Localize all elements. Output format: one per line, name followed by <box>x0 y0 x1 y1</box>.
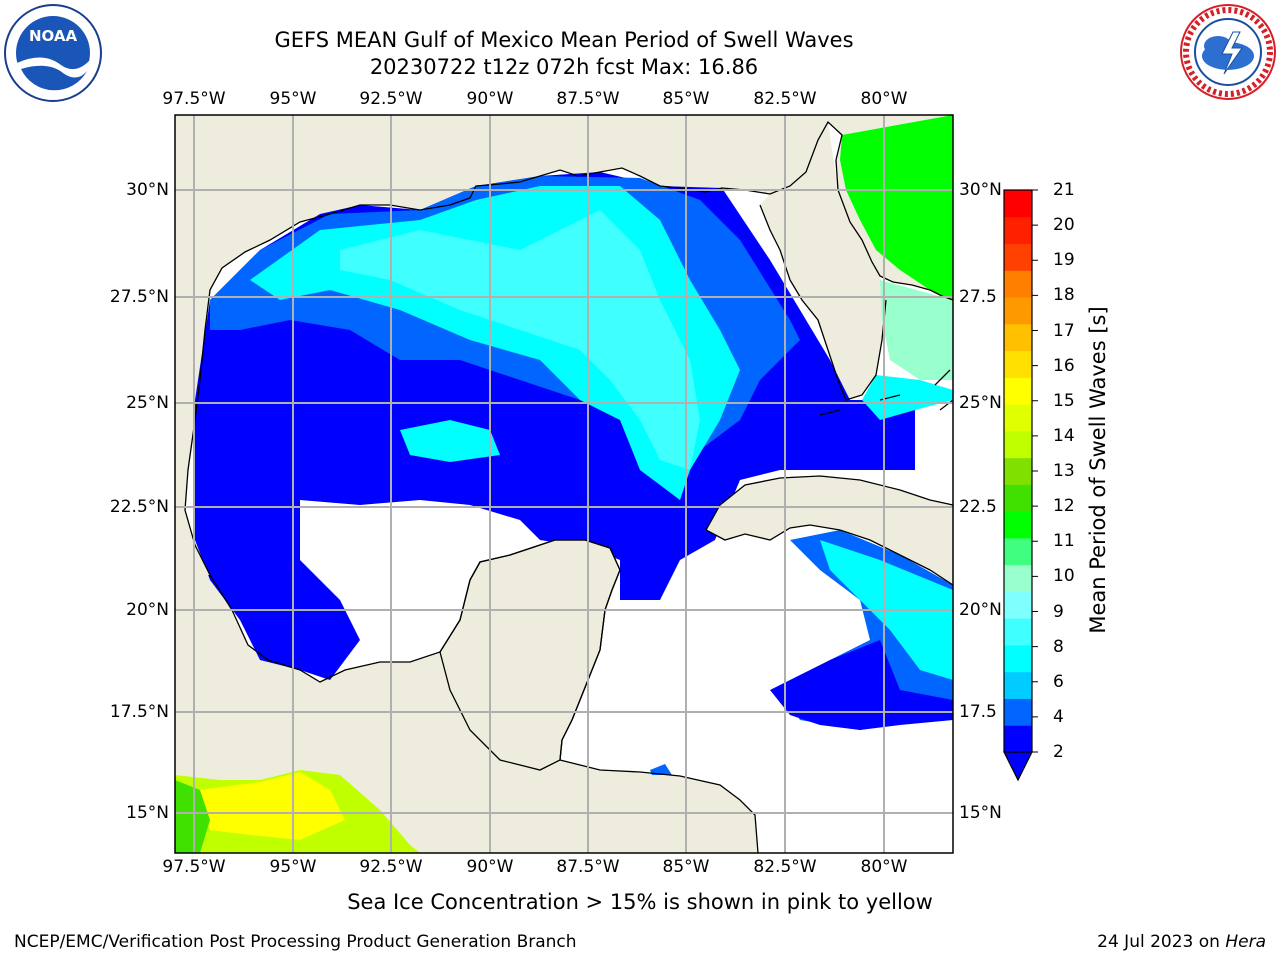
lon-tick-bottom: 85°W <box>662 857 710 877</box>
nws-logo <box>1180 4 1276 100</box>
colorbar-tick-label: 8 <box>1053 636 1064 657</box>
colorbar-tick-label: 18 <box>1053 285 1075 306</box>
colorbar-bin <box>1004 270 1032 298</box>
lat-tick-left: 20°N <box>126 600 169 620</box>
colorbar-bin <box>1004 564 1032 592</box>
lon-tick-top: 97.5°W <box>162 89 226 109</box>
lon-tick-bottom: 95°W <box>269 857 317 877</box>
lat-tick-right: 25°N <box>959 393 1002 413</box>
colorbar-bin <box>1004 457 1032 485</box>
lon-tick-top: 85°W <box>662 89 710 109</box>
colorbar-bin <box>1004 698 1032 726</box>
lon-tick-bottom: 82.5°W <box>753 857 817 877</box>
colorbar-tick-label: 6 <box>1053 671 1064 692</box>
colorbar-tick-label: 15 <box>1053 390 1075 411</box>
colorbar-bin <box>1004 484 1032 512</box>
colorbar-bin <box>1004 430 1032 459</box>
coastline-keys <box>819 369 954 416</box>
lat-tick-left: 25°N <box>126 393 169 413</box>
lon-tick-top: 92.5°W <box>359 89 423 109</box>
colorbar-tick-label: 20 <box>1053 215 1075 236</box>
lat-tick-right: 30°N <box>959 180 1002 200</box>
lon-tick-top: 80°W <box>860 89 908 109</box>
colorbar-bin <box>1004 216 1032 245</box>
lon-tick-bottom: 92.5°W <box>359 857 423 877</box>
chart-title: GEFS MEAN Gulf of Mexico Mean Period of … <box>274 28 854 52</box>
colorbar-bin <box>1004 618 1032 646</box>
colorbar-bin <box>1004 537 1032 566</box>
footer-machine: Hera <box>1225 932 1266 952</box>
colorbar-bin <box>1004 404 1032 432</box>
lat-tick-right: 22.5 <box>959 497 997 517</box>
colorbar-bin <box>1004 323 1032 352</box>
lat-tick-left: 15°N <box>126 803 169 823</box>
colorbar-bin <box>1004 297 1032 325</box>
colorbar-bin <box>1004 511 1032 539</box>
lon-tick-bottom: 97.5°W <box>162 857 226 877</box>
lat-tick-left: 22.5°N <box>109 497 169 517</box>
colorbar-tick-label: 21 <box>1053 180 1075 200</box>
colorbar-bin <box>1004 725 1032 753</box>
footer-date-text: 24 Jul 2023 on <box>1097 932 1226 952</box>
coastline-mainland <box>184 120 954 854</box>
lon-tick-top: 90°W <box>466 89 514 109</box>
field-pacific-15s <box>200 772 345 840</box>
field-honduras <box>650 764 672 775</box>
colorbar-bin <box>1004 671 1032 699</box>
colorbar-bin <box>1004 644 1032 673</box>
colorbar-tick-label: 10 <box>1053 566 1075 587</box>
lon-tick-bottom: 90°W <box>466 857 514 877</box>
footer-date: 24 Jul 2023 on Hera <box>1097 932 1266 952</box>
land-cuba-top <box>706 476 953 585</box>
field-atlantic-9s <box>880 280 953 380</box>
colorbar-tick-label: 16 <box>1053 355 1075 376</box>
map-frame <box>174 114 954 854</box>
colorbar-tick-label: 12 <box>1053 496 1075 517</box>
lon-tick-top: 82.5°W <box>753 89 817 109</box>
colorbar-tick-label: 14 <box>1053 425 1075 446</box>
colorbar-tick-label: 11 <box>1053 531 1075 552</box>
colorbar-tick-label: 9 <box>1053 601 1064 622</box>
lon-tick-bottom: 87.5°W <box>556 857 620 877</box>
field-gulf-cyan-patch <box>400 420 500 462</box>
colorbar-label: Mean Period of Swell Waves [s] <box>1086 306 1110 634</box>
lon-tick-top: 87.5°W <box>556 89 620 109</box>
lat-tick-right: 15°N <box>959 803 1002 823</box>
colorbar-bin <box>1004 377 1032 405</box>
lat-tick-left: 30°N <box>126 180 169 200</box>
colorbar-tick-label: 17 <box>1053 320 1075 341</box>
land-mainland <box>175 115 953 853</box>
chart-subtitle: 20230722 t12z 072h fcst Max: 16.86 <box>369 55 759 79</box>
lon-tick-top: 95°W <box>269 89 317 109</box>
land-west-edge <box>175 400 210 575</box>
colorbar-extend-arrow <box>1003 751 1033 782</box>
colorbar-bin <box>1004 350 1032 378</box>
field-carib-2s <box>770 640 953 730</box>
lat-tick-right: 20°N <box>959 600 1002 620</box>
colorbar-bin <box>1004 591 1032 619</box>
noaa-logo: NOAA <box>4 4 102 102</box>
field-pacific-11s <box>175 780 210 853</box>
lat-tick-left: 27.5°N <box>109 287 169 307</box>
land-florida <box>760 122 886 400</box>
colorbar-bin <box>1004 243 1032 271</box>
lat-tick-left: 17.5°N <box>109 702 169 722</box>
colorbar-tick-label: 19 <box>1053 250 1075 271</box>
field-8s-cyan <box>340 210 700 470</box>
lon-tick-bottom: 80°W <box>860 857 908 877</box>
lat-tick-right: 27.5 <box>959 287 997 307</box>
coastline-cuba <box>705 475 954 586</box>
colorbar-tick-label: 2 <box>1053 742 1064 762</box>
colorbar-tick-label: 13 <box>1053 461 1075 481</box>
lat-tick-right: 17.5 <box>959 702 997 722</box>
footer-organization: NCEP/EMC/Verification Post Processing Pr… <box>14 932 577 952</box>
field-atlantic-10s <box>840 115 953 300</box>
sea-ice-note: Sea Ice Concentration > 15% is shown in … <box>347 890 933 914</box>
colorbar-tick-label: 4 <box>1053 706 1064 727</box>
svg-text:NOAA: NOAA <box>29 27 78 45</box>
coastline-florida <box>759 204 887 401</box>
colorbar-bin <box>1004 190 1032 218</box>
